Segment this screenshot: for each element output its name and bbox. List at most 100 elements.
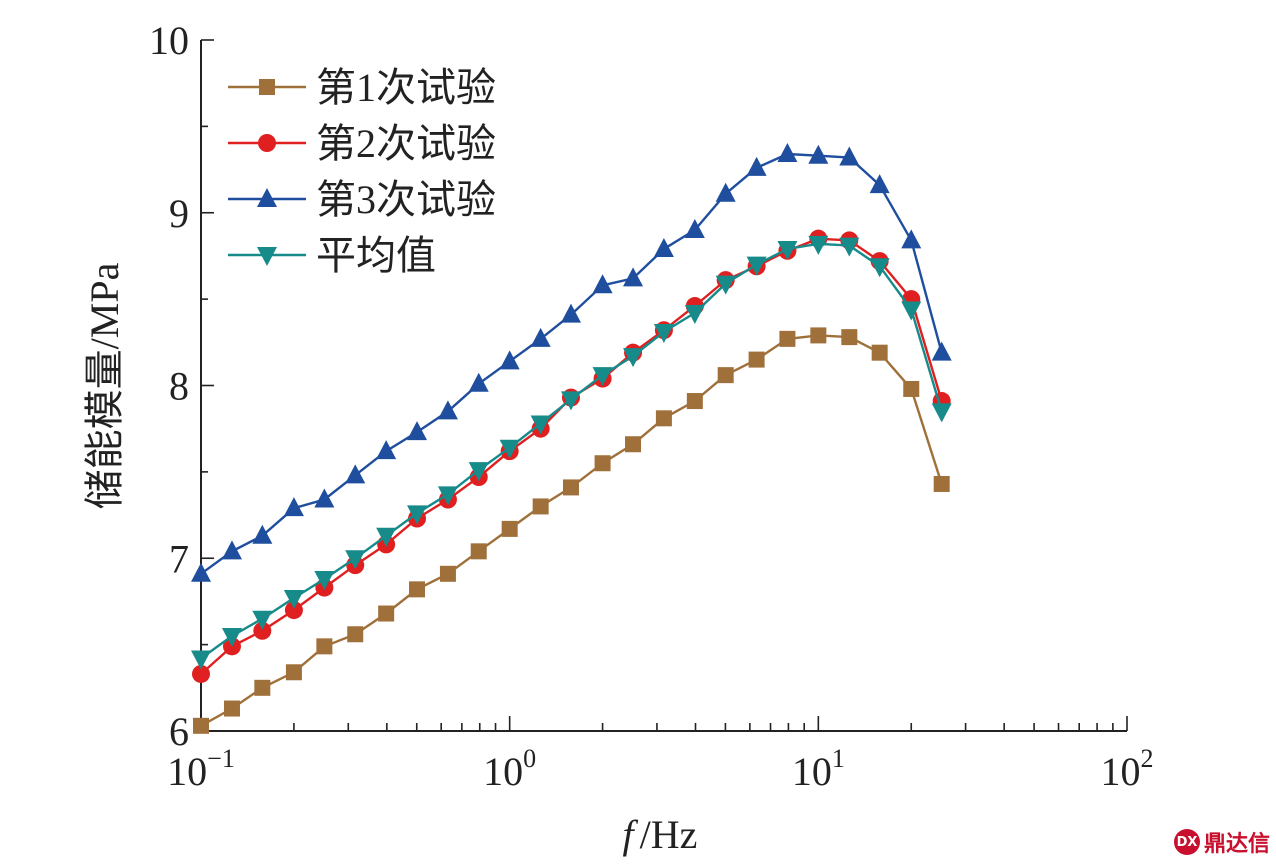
series-4-point [746,256,767,276]
series-2 [192,229,951,683]
x-tick-label-exponent: 0 [523,744,536,773]
series-4-point [623,348,644,368]
series-3-point [931,341,952,361]
series-1-point [686,393,703,410]
series-3-point [839,146,860,166]
series-4-point [314,570,335,590]
series-4-point [221,627,242,647]
series-4-point [715,275,736,295]
series-1-point [285,664,302,681]
y-tick-label: 9 [169,191,189,236]
series-1-point [748,351,765,368]
series-3-point [345,464,366,484]
y-axis-title: 储能模量/MPa [82,262,127,509]
series-4-point [376,527,397,547]
x-tick-label-base: 10 [1101,749,1141,794]
series-4-point [283,589,304,609]
watermark: DX 鼎达信 [1173,826,1270,858]
series-1-point [409,581,426,598]
series-4-point [407,505,428,525]
series-3-line [200,152,943,575]
x-tick-label: 102 [1101,744,1154,794]
series-3-point [191,562,211,582]
series-3-point [283,497,304,517]
watermark-logo-icon: DX [1173,829,1200,855]
series-1-point [933,475,950,492]
series-1-point [655,410,672,427]
series-2-line [200,237,943,675]
series-4-point [684,304,705,324]
series-4-point [560,391,581,411]
legend-label-1: 第1次试验 [316,65,496,110]
series-3-point [252,524,273,544]
series-1-point [625,436,642,453]
series-1-point [810,327,827,344]
series-4-point [530,415,551,435]
series-1-point [532,498,549,515]
series-3-point [684,219,705,239]
series-1-point [501,520,518,537]
series-1-point [562,479,579,496]
series-4-point [592,367,613,387]
series-3-point [560,303,581,323]
watermark-text: 鼎达信 [1203,832,1270,857]
series-4-point [653,323,674,343]
series-1-point [717,367,734,384]
series-3-point [221,540,242,560]
x-tick-label: 100 [483,744,536,794]
series-4-point [808,235,829,255]
series-1-point [193,717,209,734]
series-1-point [439,565,456,582]
series-3-point [777,143,798,163]
series-4-point [468,462,489,482]
series-1-point [841,329,858,346]
legend-label-3: 第3次试验 [316,177,496,222]
legend-marker-4 [257,247,277,266]
x-tick-label: 10−1 [167,744,235,794]
series-1 [193,327,950,734]
series-2-point [192,664,210,683]
x-tick-label-exponent: −1 [207,744,235,773]
series-1-point [223,700,240,717]
series-1-point [378,605,395,622]
series-4-point [901,301,922,321]
x-tick-label-base: 10 [792,749,832,794]
series-3-point [468,372,489,392]
y-tick-label: 8 [169,364,189,409]
y-tick-label: 6 [169,709,189,754]
series-1-point [316,638,333,655]
series-3-point [653,238,674,258]
legend-label-2: 第2次试验 [316,121,496,166]
series-4-point [499,439,520,459]
x-tick-label-exponent: 2 [1141,744,1154,773]
series-1-point [779,330,796,347]
series-4-point [252,610,273,630]
legend-marker-3 [257,188,277,207]
series-4-point [839,237,860,257]
series-3-point [623,267,644,287]
x-tick-label-base: 10 [483,749,523,794]
y-tick-label: 10 [149,18,189,63]
series-3-point [407,421,428,441]
series-2-point [253,621,272,640]
series-4-point [191,650,211,670]
series-1-point [594,455,611,472]
series-3-point [808,144,829,164]
legend-label-4: 平均值 [316,233,436,278]
y-tick-label: 7 [169,536,189,581]
x-tick-label-base: 10 [167,749,207,794]
x-tick-label-exponent: 1 [832,744,845,773]
series-4-point [777,241,798,261]
series-1-point [871,344,888,361]
series-3-point [499,350,520,370]
legend-marker-1 [259,79,275,95]
series-3-point [715,182,736,202]
legend-marker-2 [258,134,276,152]
series-4-point [437,486,458,506]
series-3-point [437,400,458,420]
series-4-point [345,550,366,570]
x-axis-title-unit: /Hz [640,812,698,857]
